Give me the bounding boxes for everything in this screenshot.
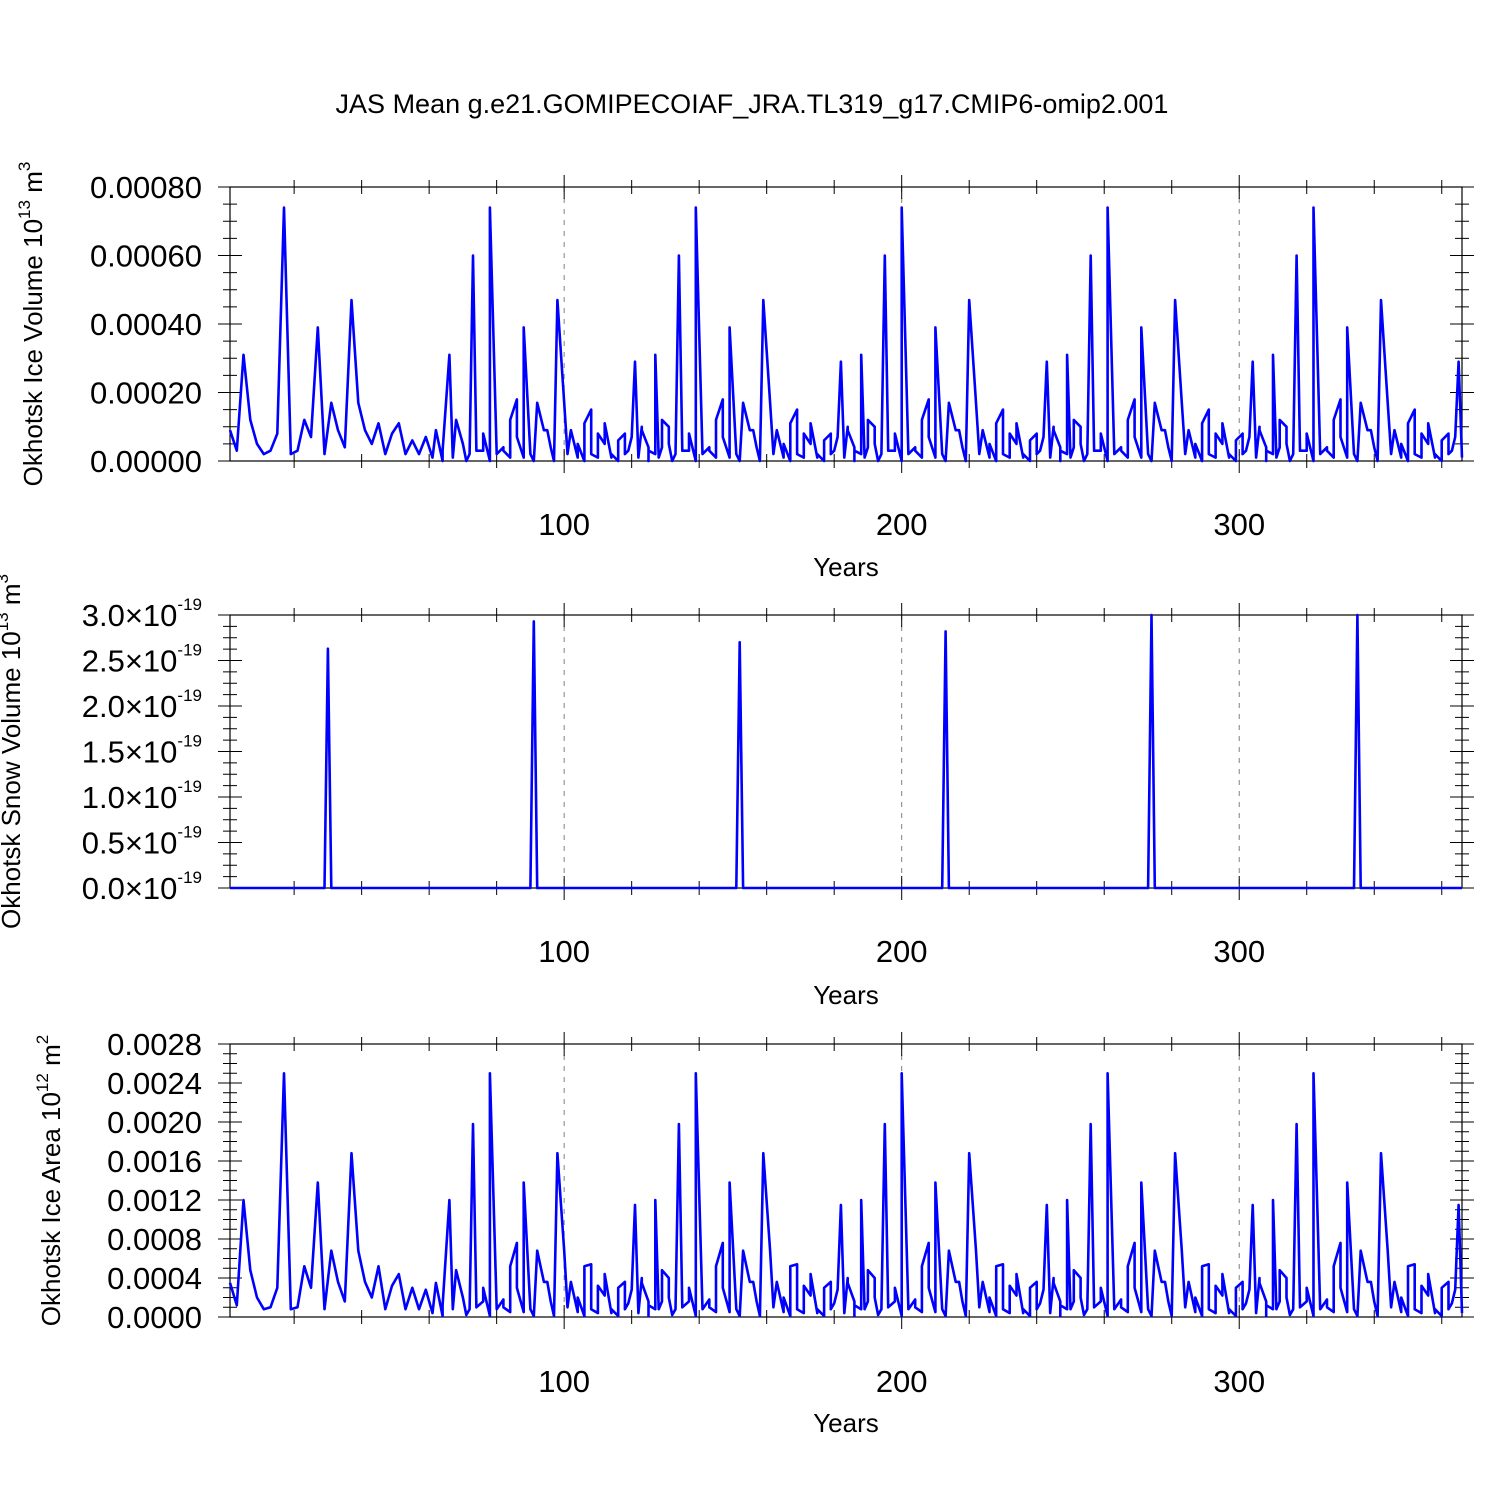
y-tick-label: 2.0×10-19 xyxy=(82,686,202,724)
y-tick-label: 1.0×10-19 xyxy=(82,777,202,815)
plot-frame xyxy=(229,1043,1463,1318)
y-tick-label: 0.0000 xyxy=(107,1300,202,1335)
series-line xyxy=(228,206,1464,463)
y-tick-label: 3.0×10-19 xyxy=(82,595,202,633)
plot-frame xyxy=(229,186,1463,462)
y-tick-label: 0.00060 xyxy=(90,239,202,274)
y-tick-label: 0.00020 xyxy=(90,376,202,411)
figure-title: JAS Mean g.e21.GOMIPECOIAF_JRA.TL319_g17… xyxy=(336,89,1169,119)
y-tick-label: 0.0012 xyxy=(107,1183,202,1218)
y-tick-label: 0.0004 xyxy=(107,1261,202,1296)
x-tick-label: 300 xyxy=(1213,507,1265,542)
plot-frame xyxy=(229,614,1463,889)
y-tick-label: 2.5×10-19 xyxy=(82,641,202,679)
y-axis-label: Okhotsk Ice Volume 1013 m3 xyxy=(15,162,48,487)
x-tick-label: 200 xyxy=(876,1364,928,1399)
x-tick-label: 100 xyxy=(538,1364,590,1399)
y-tick-label: 0.0024 xyxy=(107,1066,202,1101)
y-tick-label: 0.00080 xyxy=(90,170,202,205)
panel-snow-volume: 100 200 300 0.0×10-19 0.5×10-19 1.0×10-19 1.5×… xyxy=(0,574,1474,1010)
x-axis-label: Years xyxy=(813,980,879,1010)
y-tick-label: 0.0028 xyxy=(107,1027,202,1062)
series-line xyxy=(228,1072,1464,1318)
y-tick-label: 0.00040 xyxy=(90,307,202,342)
x-axis-label: Years xyxy=(813,1408,879,1438)
panel-ice-area: 100 200 300 0.0000 0.0004 0.0008 0.0012 0.0016 0… xyxy=(33,1027,1474,1438)
x-tick-label: 200 xyxy=(876,507,928,542)
y-tick-label: 0.5×10-19 xyxy=(82,823,202,861)
x-tick-label: 300 xyxy=(1213,1364,1265,1399)
y-tick-label: 0.00000 xyxy=(90,444,202,479)
y-tick-label: 0.0016 xyxy=(107,1144,202,1179)
x-tick-label: 300 xyxy=(1213,934,1265,969)
y-tick-label: 0.0×10-19 xyxy=(82,868,202,906)
series-line xyxy=(230,613,1462,890)
x-axis-label: Years xyxy=(813,552,879,582)
x-tick-label: 200 xyxy=(876,934,928,969)
x-tick-label: 100 xyxy=(538,934,590,969)
y-tick-label: 0.0008 xyxy=(107,1222,202,1257)
y-axis-label: Okhotsk Ice Area 1012 m2 xyxy=(33,1035,66,1326)
x-tick-label: 100 xyxy=(538,507,590,542)
panel-ice-volume: 100 200 300 0.00000 0.00020 0.00040 0.00060 0.0… xyxy=(15,162,1474,582)
y-axis-label: Okhotsk Snow Volume 1013 m3 xyxy=(0,574,26,929)
y-tick-label: 1.5×10-19 xyxy=(82,732,202,770)
y-tick-label: 0.0020 xyxy=(107,1105,202,1140)
